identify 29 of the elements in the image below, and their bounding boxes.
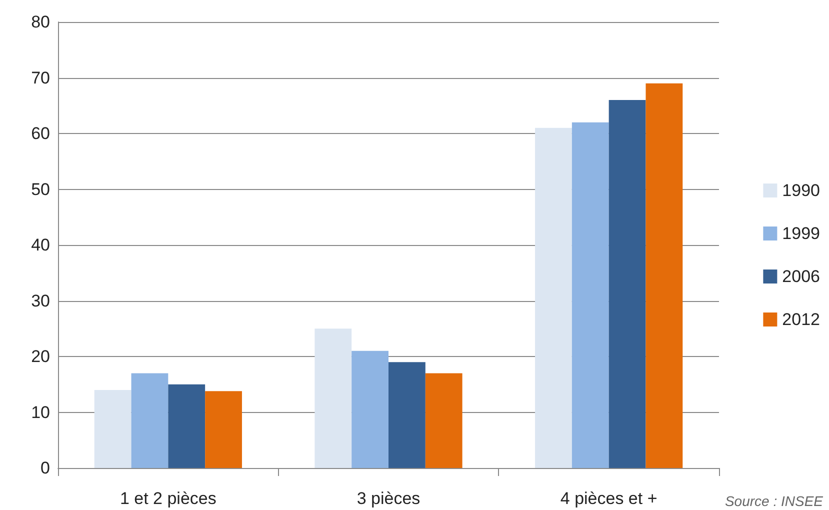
legend-label: 2006 (782, 267, 820, 286)
y-tick-label: 10 (31, 402, 50, 422)
bar (205, 391, 242, 468)
legend-label: 2012 (782, 310, 820, 329)
bar (314, 328, 352, 468)
y-tick-label: 40 (31, 236, 50, 254)
bar (131, 373, 168, 468)
y-tick-label: 80 (31, 12, 50, 32)
y-tick-label: 60 (31, 124, 50, 143)
y-tick-label: 0 (40, 458, 50, 478)
legend-label: 1999 (782, 224, 820, 243)
bar (168, 384, 206, 468)
bar (388, 362, 426, 468)
y-tick-label: 30 (31, 291, 50, 310)
bar (535, 128, 572, 468)
bar (94, 390, 132, 468)
bar (425, 373, 462, 468)
source-note: Source : INSEE (724, 493, 824, 509)
bar (608, 100, 646, 468)
y-tick-label: 70 (31, 68, 50, 88)
bar (646, 83, 683, 468)
x-tick-label: 4 pièces et + (560, 489, 658, 508)
x-tick-label: 3 pièces (356, 489, 420, 508)
y-tick-label: 50 (31, 180, 50, 199)
bar (352, 350, 388, 468)
legend-label: 1990 (782, 181, 820, 200)
x-tick-label: 1 et 2 pièces (120, 489, 216, 508)
y-tick-label: 20 (31, 347, 50, 366)
bar (572, 122, 609, 468)
